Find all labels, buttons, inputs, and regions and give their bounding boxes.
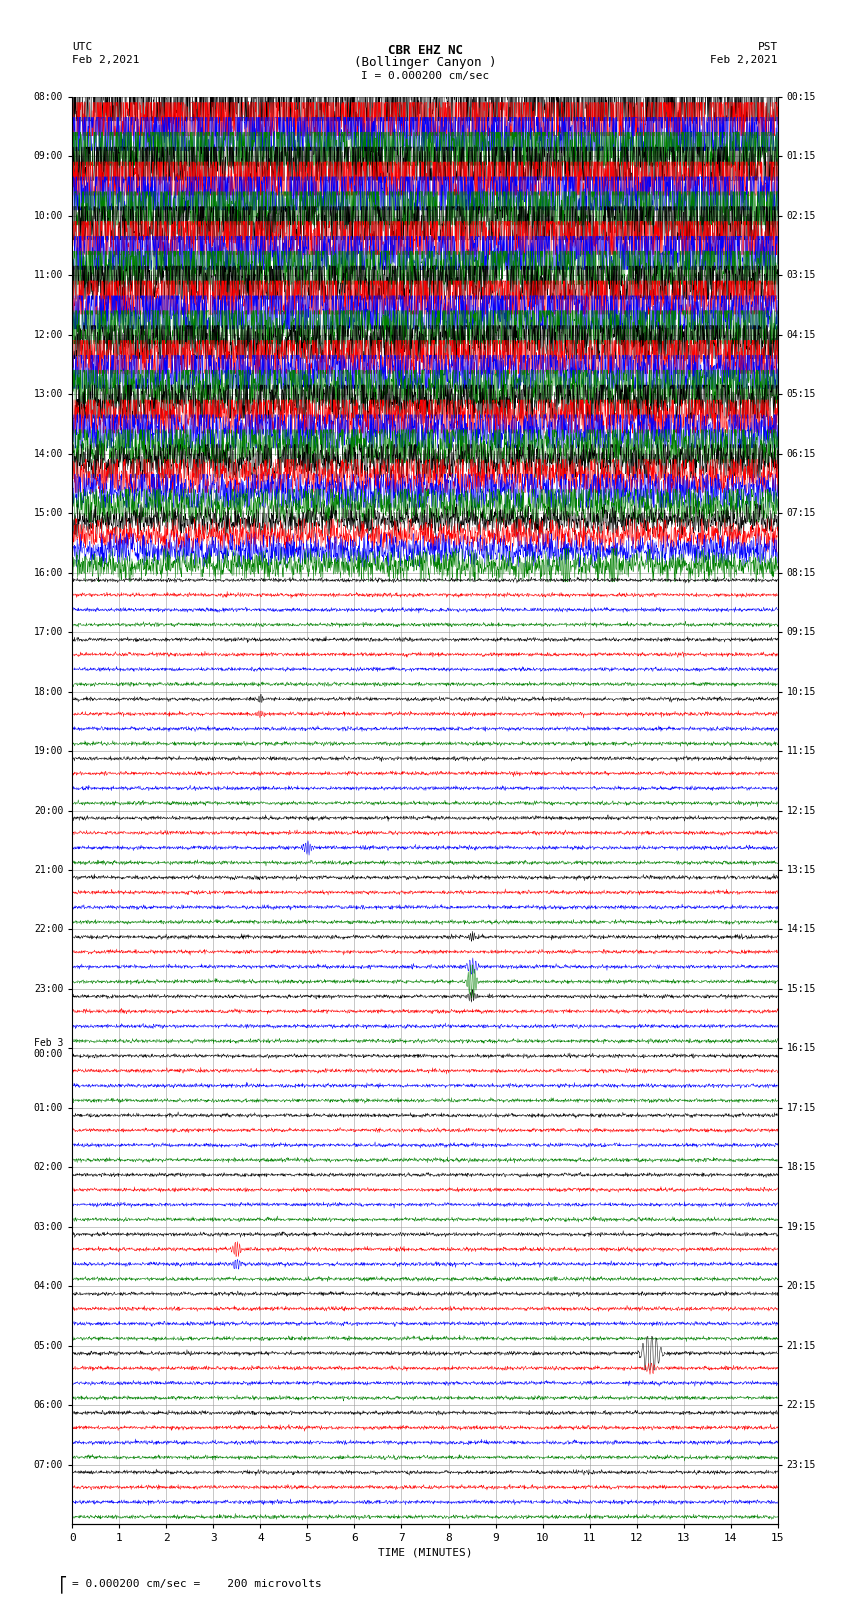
Text: I = 0.000200 cm/sec: I = 0.000200 cm/sec bbox=[361, 71, 489, 81]
Text: CBR EHZ NC: CBR EHZ NC bbox=[388, 44, 462, 56]
Text: PST: PST bbox=[757, 42, 778, 52]
Text: = 0.000200 cm/sec =    200 microvolts: = 0.000200 cm/sec = 200 microvolts bbox=[72, 1579, 322, 1589]
Text: Feb 2,2021: Feb 2,2021 bbox=[72, 55, 139, 65]
Text: (Bollinger Canyon ): (Bollinger Canyon ) bbox=[354, 56, 496, 69]
Text: ⎡: ⎡ bbox=[59, 1576, 68, 1592]
Text: UTC: UTC bbox=[72, 42, 93, 52]
Text: Feb 2,2021: Feb 2,2021 bbox=[711, 55, 778, 65]
X-axis label: TIME (MINUTES): TIME (MINUTES) bbox=[377, 1547, 473, 1558]
